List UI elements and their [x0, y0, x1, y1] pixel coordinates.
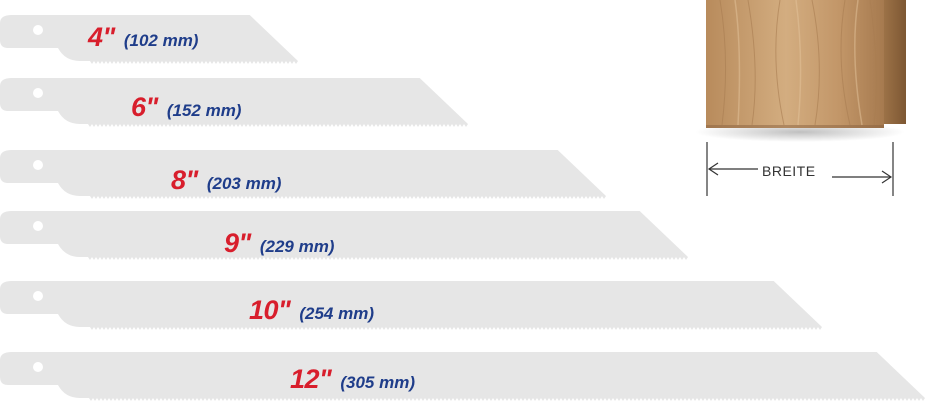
blade-length-label: 12" (305 mm) [290, 366, 415, 393]
saw-blade-6 [0, 352, 925, 401]
blade-shape [0, 352, 925, 401]
saw-blade-5 [0, 281, 822, 330]
wood-block-image [695, 0, 906, 142]
mm-length: (102 mm) [123, 31, 199, 50]
mm-length: (305 mm) [340, 373, 415, 392]
blade-length-label: 4" (102 mm) [88, 24, 198, 51]
blade-length-label: 10" (254 mm) [249, 297, 374, 324]
inch-length: 12" [290, 364, 332, 394]
blade-shape [0, 15, 298, 64]
inch-length: 4" [88, 22, 115, 52]
blade-shape [0, 78, 468, 127]
blade-hole [33, 160, 43, 170]
blade-length-label: 9" (229 mm) [224, 230, 334, 257]
blade-hole [33, 362, 43, 372]
blade-length-label: 6" (152 mm) [131, 94, 241, 121]
width-dimension-arrow [706, 142, 894, 196]
saw-blade-4 [0, 211, 688, 260]
blade-shape [0, 281, 822, 330]
blade-length-label: 8" (203 mm) [171, 167, 281, 194]
blade-shape [0, 150, 606, 199]
blade-shape [0, 211, 688, 260]
blade-hole [33, 221, 43, 231]
saw-blade-2 [0, 78, 468, 127]
inch-length: 9" [224, 228, 251, 258]
saw-blade-1 [0, 15, 298, 64]
saw-blade-3 [0, 150, 606, 199]
blade-hole [33, 291, 43, 301]
width-label: BREITE [758, 163, 820, 179]
blade-hole [33, 88, 43, 98]
mm-length: (229 mm) [259, 237, 335, 256]
inch-length: 6" [131, 92, 158, 122]
mm-length: (203 mm) [206, 174, 282, 193]
blade-hole [33, 25, 43, 35]
mm-length: (152 mm) [166, 101, 242, 120]
inch-length: 8" [171, 165, 198, 195]
inch-length: 10" [249, 295, 291, 325]
mm-length: (254 mm) [299, 304, 374, 323]
